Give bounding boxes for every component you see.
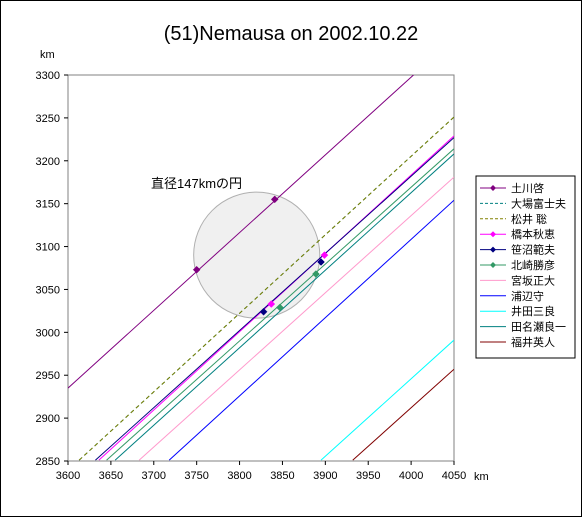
series-line-4 — [98, 135, 454, 461]
series-line-3 — [78, 116, 454, 461]
y-tick-label: 3150 — [36, 199, 60, 211]
series-line-9 — [320, 339, 454, 461]
x-tick-label: 4050 — [442, 470, 466, 482]
series-point-4-1 — [267, 300, 276, 308]
series-line-8 — [168, 199, 454, 461]
series-point-4-2 — [320, 251, 329, 259]
legend-label-4: 橋本秋恵 — [511, 227, 555, 241]
legend-label-9: 井田三良 — [511, 304, 555, 318]
x-axis-unit: km — [474, 471, 489, 483]
y-tick-label: 3300 — [36, 70, 60, 82]
y-tick-label: 2950 — [36, 370, 60, 382]
series-point-5-1 — [259, 307, 268, 316]
x-tick-label: 3900 — [313, 470, 337, 482]
chart-title: (51)Nemausa on 2002.10.22 — [164, 23, 419, 45]
x-tick-label: 3850 — [270, 470, 294, 482]
legend-marker-5 — [490, 246, 496, 253]
series-point-1-2 — [270, 195, 279, 204]
reference-circle — [193, 191, 321, 319]
x-tick-label: 3750 — [184, 470, 208, 482]
series-line-1 — [68, 75, 415, 389]
y-tick-label: 3000 — [36, 327, 60, 339]
series-line-10 — [114, 153, 454, 461]
x-tick-label: 3700 — [142, 470, 166, 482]
legend-label-1: 土川啓 — [511, 181, 544, 195]
y-tick-label: 3200 — [36, 156, 60, 168]
x-tick-label: 3600 — [56, 470, 80, 482]
y-tick-label: 3250 — [36, 113, 60, 125]
x-tick-label: 3950 — [356, 470, 380, 482]
y-tick-label: 2900 — [36, 413, 60, 425]
legend-label-10: 田名瀬良一 — [511, 320, 566, 334]
legend-label-5: 笹沼範夫 — [511, 243, 555, 257]
legend-label-2: 大場富士夫 — [511, 196, 566, 210]
legend-label-3: 松井 聡 — [511, 212, 547, 226]
legend-marker-6 — [490, 262, 496, 268]
x-tick-label: 3650 — [99, 470, 123, 482]
legend-label-8: 浦辺守 — [511, 289, 544, 303]
legend-label-11: 福井英人 — [511, 335, 555, 349]
series-line-11 — [352, 368, 454, 461]
series-point-6-2 — [312, 270, 320, 278]
series-line-5 — [95, 137, 454, 461]
y-tick-label: 2850 — [36, 456, 60, 468]
legend-marker-1 — [490, 185, 496, 191]
y-axis-unit: km — [40, 49, 55, 61]
y-tick-label: 3050 — [36, 284, 60, 296]
legend-label-7: 宮坂正大 — [511, 273, 555, 287]
circle-annotation: 直径147kmの円 — [151, 176, 242, 191]
legend-label-6: 北崎勝彦 — [511, 258, 555, 272]
x-tick-label: 3800 — [227, 470, 251, 482]
series-line-7 — [138, 176, 454, 461]
series-point-5-2 — [317, 258, 325, 266]
series-point-6-1 — [276, 303, 284, 312]
x-tick-label: 4000 — [399, 470, 423, 482]
series-point-1-1 — [192, 265, 201, 274]
y-tick-label: 3100 — [36, 242, 60, 254]
legend-marker-4 — [490, 231, 496, 238]
